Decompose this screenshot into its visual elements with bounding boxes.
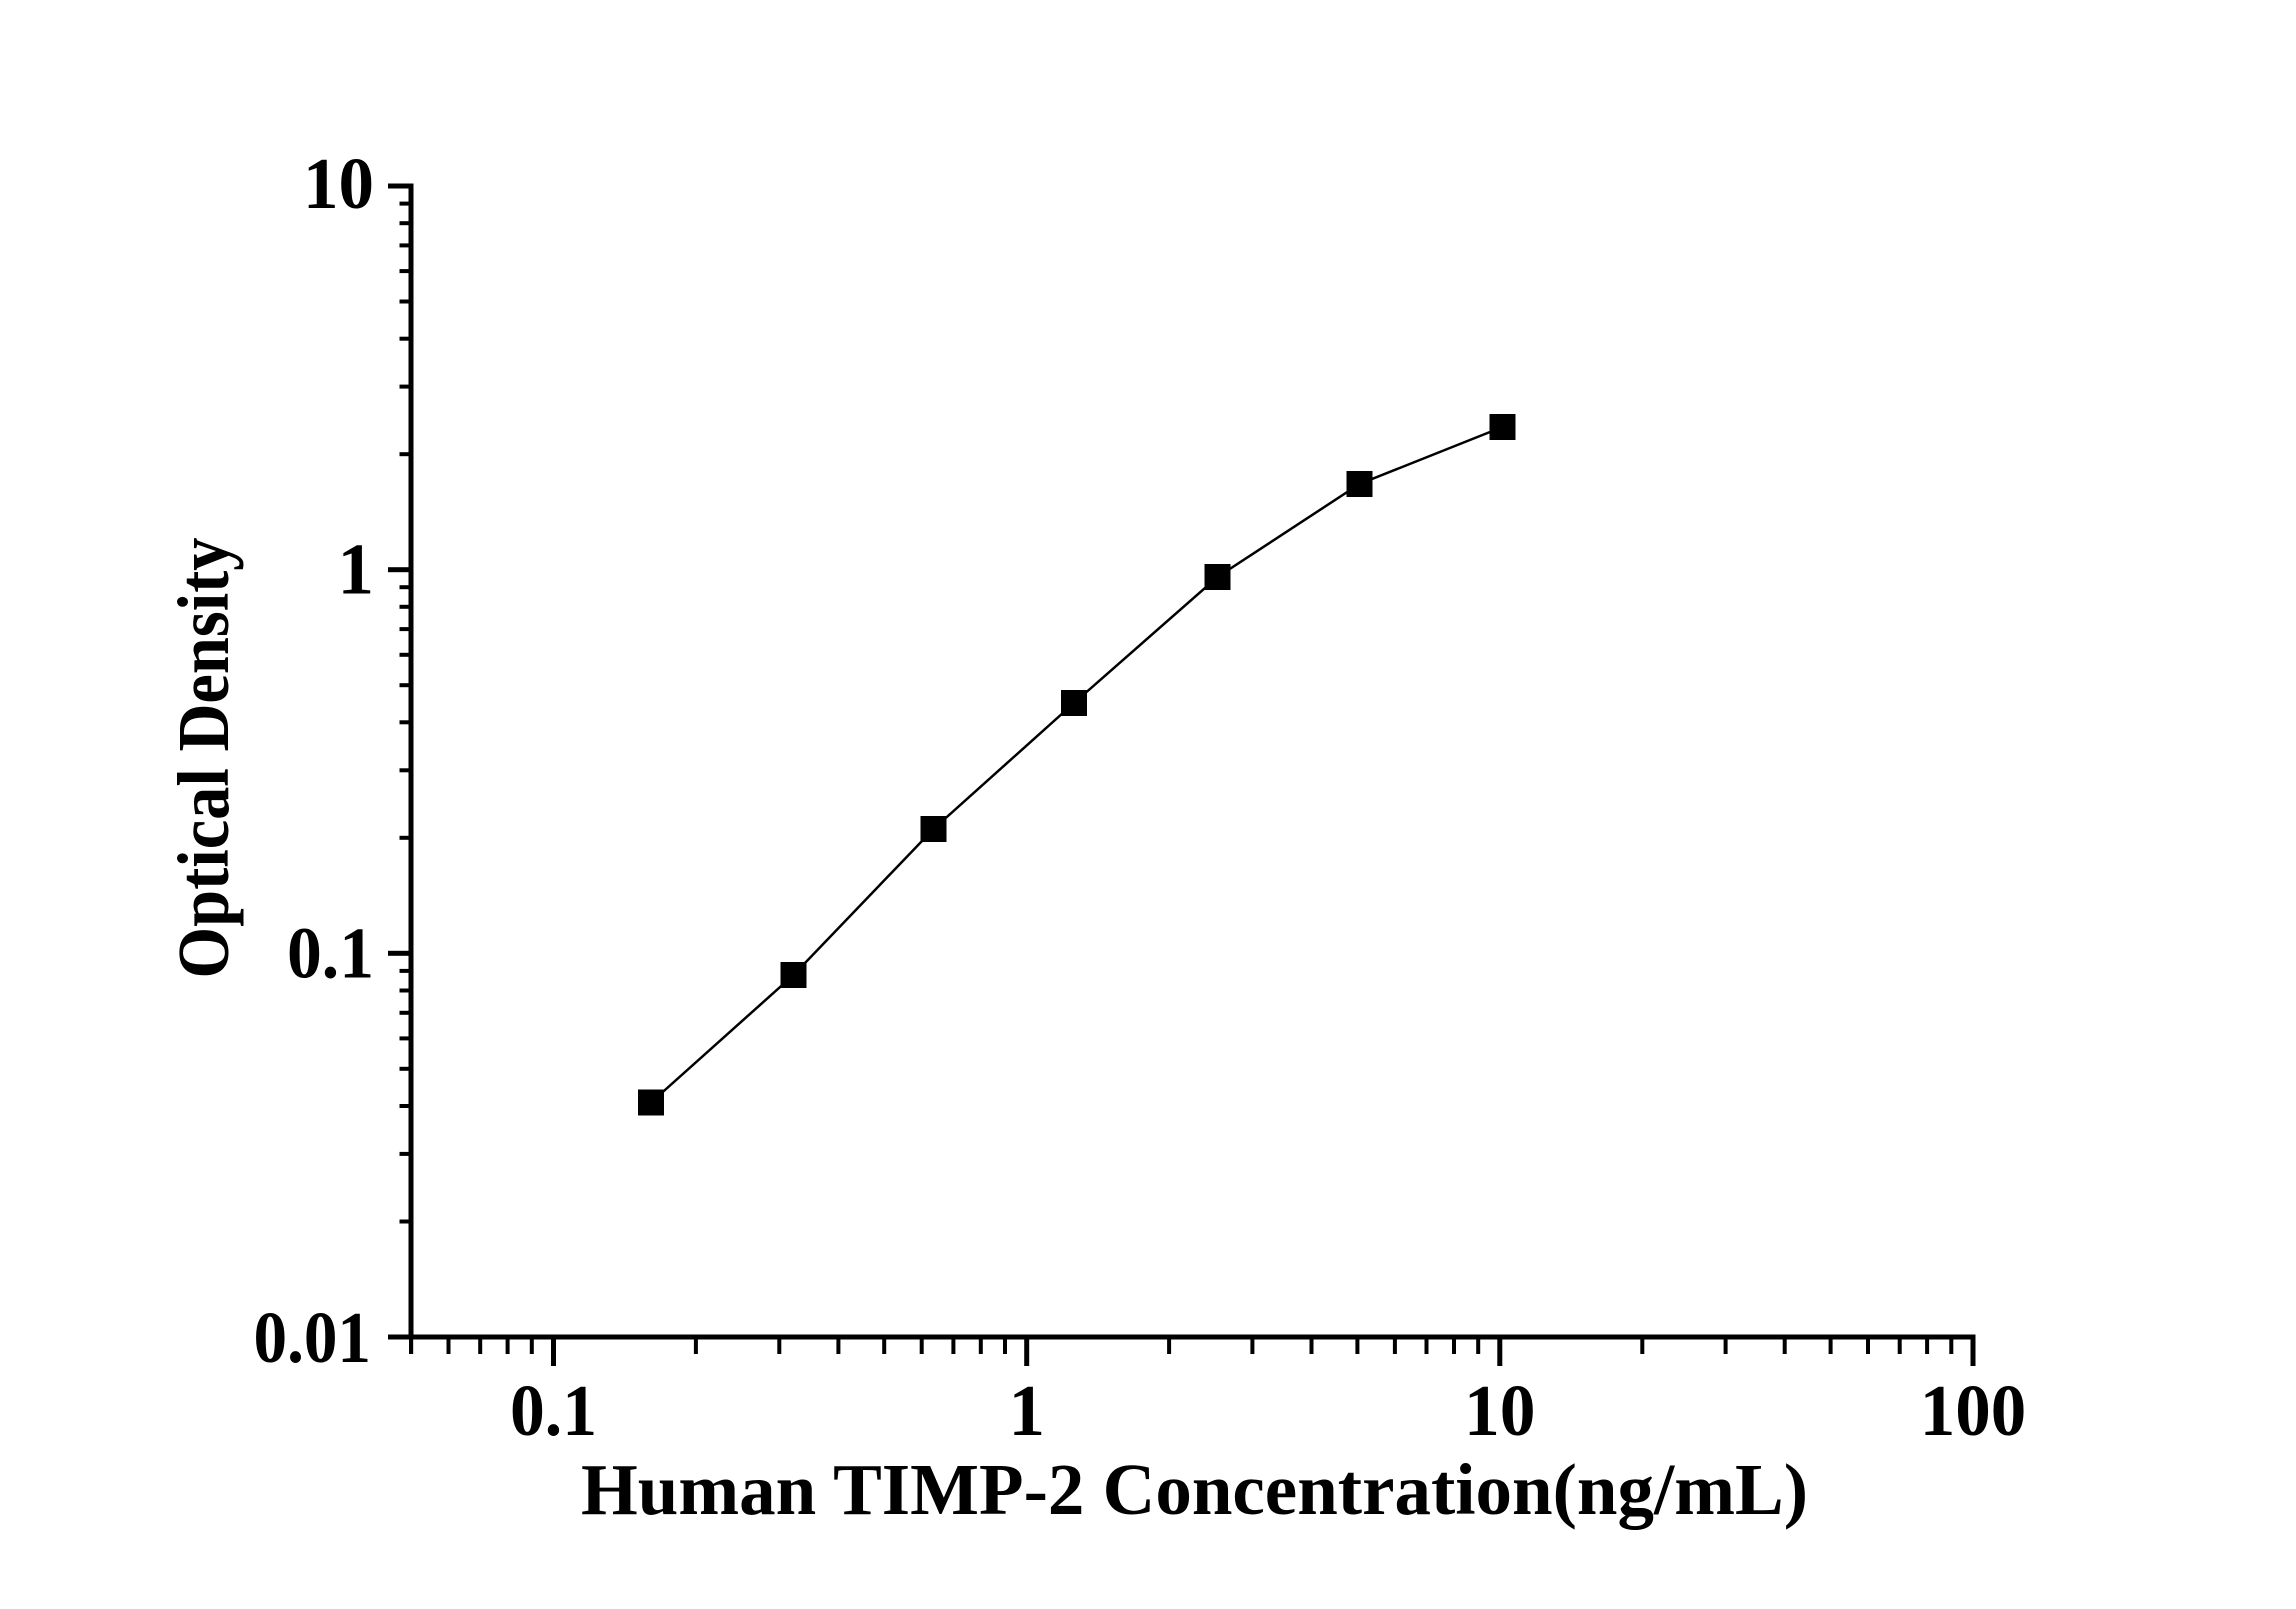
svg-text:10: 10	[1464, 1370, 1536, 1451]
svg-text:10: 10	[303, 143, 374, 224]
svg-text:Human TIMP-2 Concentration(ng/: Human TIMP-2 Concentration(ng/mL)	[581, 1449, 1808, 1530]
svg-text:Optical Density: Optical Density	[163, 538, 244, 979]
svg-text:0.1: 0.1	[287, 912, 374, 993]
svg-text:0.01: 0.01	[254, 1297, 372, 1378]
svg-text:100: 100	[1920, 1370, 2027, 1451]
svg-text:1: 1	[338, 529, 375, 610]
svg-text:1: 1	[1008, 1370, 1045, 1451]
svg-text:0.1: 0.1	[510, 1370, 597, 1451]
